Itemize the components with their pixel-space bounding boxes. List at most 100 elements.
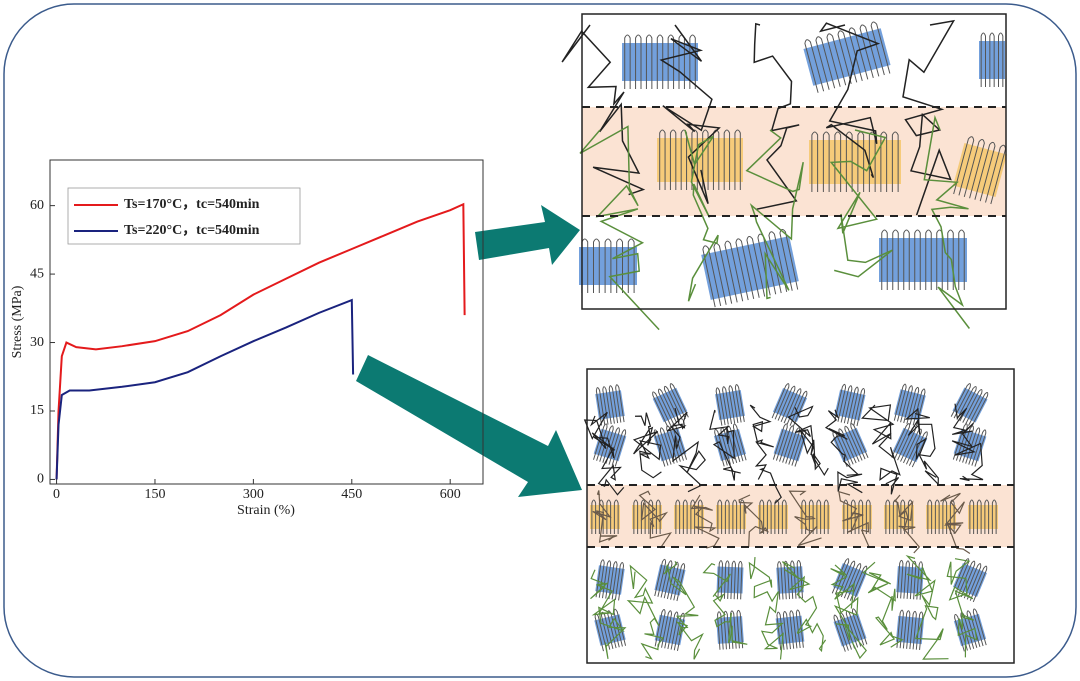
lamella — [953, 136, 1007, 205]
chain-folds — [595, 559, 625, 601]
chain-folds — [715, 384, 745, 426]
lamella — [653, 423, 688, 467]
chain-folds — [717, 499, 745, 534]
amorphous-chain — [684, 129, 719, 302]
crystal — [674, 505, 704, 529]
crystal — [800, 505, 830, 529]
chain-folds — [881, 229, 965, 290]
lamella — [803, 21, 891, 93]
lamella — [716, 499, 746, 534]
crystal — [896, 566, 924, 594]
chain-folds — [953, 136, 1007, 205]
chain-folds — [927, 499, 955, 534]
y-tick-label: 60 — [30, 198, 44, 213]
amorphous-chain — [893, 494, 921, 554]
data-line — [55, 202, 466, 480]
crystal — [968, 505, 998, 529]
chain-folds — [654, 608, 685, 651]
y-tick-label: 0 — [37, 472, 44, 487]
lamella — [968, 499, 998, 534]
amorphous-chain — [788, 490, 822, 547]
amorphous-chain — [829, 129, 893, 278]
crystal — [879, 238, 967, 282]
x-tick-label: 600 — [440, 487, 461, 502]
amorphous-chain — [951, 403, 984, 482]
x-tick-label: 450 — [341, 487, 362, 502]
chain-folds — [593, 423, 627, 467]
chain-folds — [772, 423, 807, 467]
amorphous-chain — [781, 561, 827, 653]
amorphous-chain — [904, 407, 939, 486]
lamella — [772, 423, 807, 467]
chain-folds — [675, 499, 703, 534]
crystal — [809, 140, 901, 184]
y-tick-label: 45 — [30, 266, 44, 281]
crystal — [953, 143, 1007, 197]
amorphous-chain — [753, 22, 800, 210]
chain-folds — [771, 383, 808, 428]
lamella — [771, 383, 808, 428]
crystal — [622, 43, 698, 81]
lamella — [926, 499, 956, 534]
crystal — [713, 428, 747, 462]
amorphous-chain — [579, 125, 660, 331]
amorphous-chain — [638, 490, 672, 549]
x-tick-label: 150 — [144, 487, 165, 502]
chain-folds — [581, 238, 635, 293]
chain-folds — [652, 383, 689, 428]
y-tick-label: 30 — [30, 335, 44, 350]
crystal — [590, 505, 620, 529]
amorphous-chain — [666, 407, 706, 493]
crystal — [979, 41, 1005, 79]
crystal — [803, 28, 891, 86]
amorphous-chain — [902, 19, 956, 216]
chain-folds — [595, 384, 625, 426]
amorphous-chain — [862, 561, 904, 648]
crystal — [895, 615, 925, 645]
amorphous-chain — [940, 492, 971, 555]
chain-folds — [896, 609, 924, 651]
amorphous-chain — [690, 494, 720, 549]
chain-folds — [831, 558, 868, 603]
lamella — [622, 34, 698, 89]
chain-folds — [950, 383, 989, 428]
chain-folds — [969, 499, 997, 534]
amorphous-chain — [787, 405, 829, 477]
lamella — [715, 384, 745, 426]
x-tick-label: 300 — [243, 487, 264, 502]
crystal — [579, 247, 637, 285]
crystal — [716, 505, 746, 529]
amorphous-chain — [860, 404, 901, 495]
crystal — [594, 614, 626, 646]
lamella — [758, 499, 788, 534]
amorphous-chain — [830, 564, 867, 660]
amorphous-chain — [632, 412, 662, 479]
lamella — [657, 129, 743, 190]
plot-frame — [49, 159, 484, 485]
lamella — [951, 558, 988, 603]
amorphous-chain — [709, 409, 741, 481]
y-axis-title: Stress (MPa) — [10, 285, 25, 358]
chain-folds — [717, 609, 744, 650]
chain-folds — [801, 499, 829, 534]
lamella — [652, 383, 689, 428]
amorphous-chain — [818, 22, 881, 179]
schematics — [561, 13, 1015, 664]
amorphous-chain — [824, 409, 863, 494]
amorphous-chain — [626, 564, 664, 660]
chain-folds — [804, 21, 891, 93]
lamella — [979, 32, 1005, 87]
y-tick-label: 15 — [30, 403, 44, 418]
crystal — [701, 236, 799, 300]
x-tick-label: 0 — [53, 487, 60, 502]
chain-folds — [891, 423, 928, 468]
crystal — [776, 566, 804, 594]
crystal — [758, 505, 788, 529]
amorphous-chain — [592, 490, 618, 543]
chain-folds — [896, 559, 923, 600]
lamella — [674, 499, 704, 534]
lamella — [579, 238, 637, 293]
amorphous-chain — [923, 114, 970, 329]
legend-label: Ts=220°C，tc=540min — [124, 223, 260, 238]
